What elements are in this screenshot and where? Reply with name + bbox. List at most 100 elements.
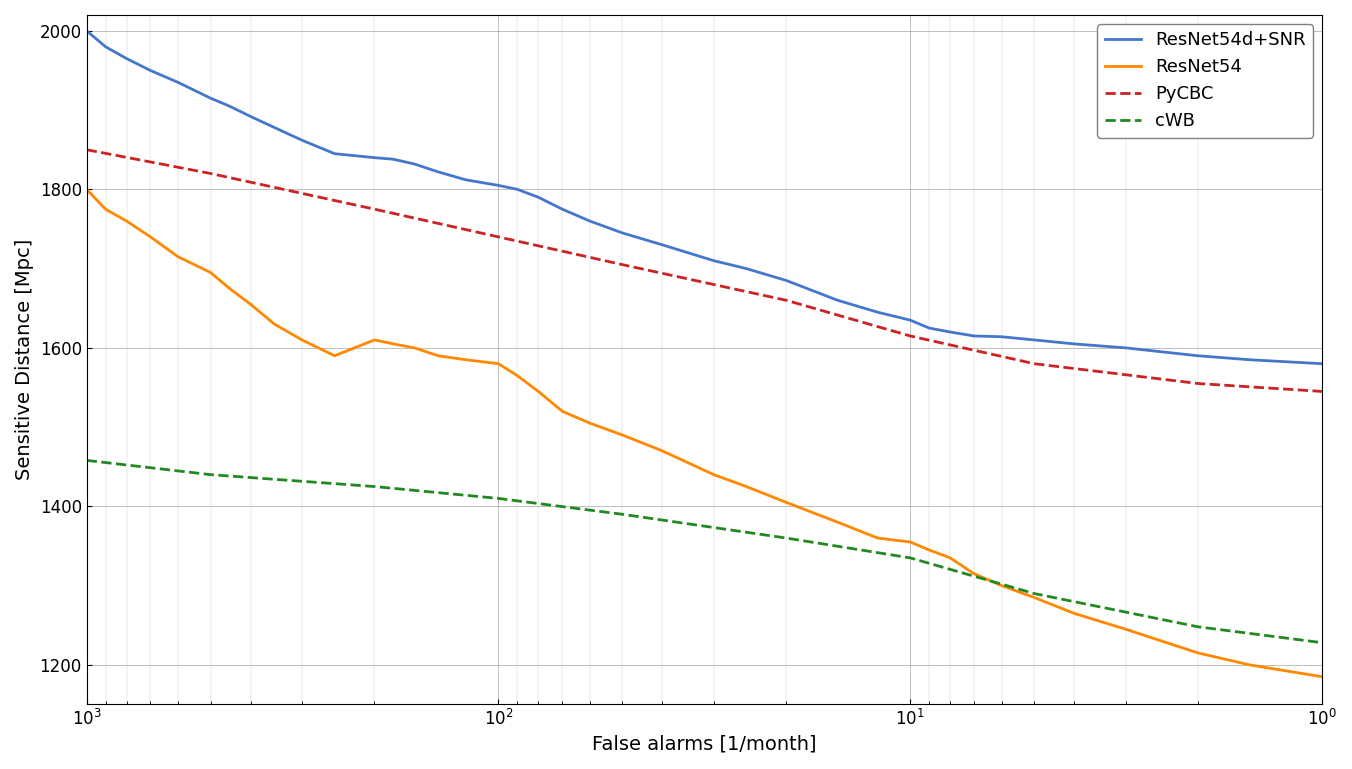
- ResNet54d+SNR: [830, 296, 846, 305]
- ResNet54: [779, 498, 795, 507]
- ResNet54d+SNR: [1065, 339, 1082, 348]
- ResNet54d+SNR: [458, 175, 475, 185]
- cWB: [779, 534, 795, 543]
- Line: cWB: cWB: [87, 461, 1322, 643]
- ResNet54d+SNR: [266, 123, 283, 132]
- ResNet54: [203, 268, 219, 277]
- Line: PyCBC: PyCBC: [87, 150, 1322, 391]
- PyCBC: [779, 296, 795, 305]
- PyCBC: [78, 145, 95, 155]
- ResNet54: [1065, 609, 1082, 618]
- ResNet54d+SNR: [706, 256, 722, 265]
- cWB: [1314, 638, 1330, 647]
- ResNet54d+SNR: [1026, 335, 1042, 345]
- ResNet54d+SNR: [614, 228, 630, 238]
- ResNet54d+SNR: [902, 315, 918, 325]
- ResNet54d+SNR: [654, 240, 671, 249]
- ResNet54d+SNR: [994, 332, 1010, 341]
- PyCBC: [491, 232, 507, 241]
- ResNet54d+SNR: [1118, 343, 1134, 352]
- ResNet54d+SNR: [78, 26, 95, 35]
- cWB: [203, 470, 219, 479]
- PyCBC: [1026, 359, 1042, 368]
- cWB: [1026, 589, 1042, 598]
- ResNet54: [1314, 672, 1330, 681]
- ResNet54: [1026, 593, 1042, 602]
- ResNet54: [869, 534, 886, 543]
- cWB: [1190, 622, 1206, 631]
- ResNet54d+SNR: [1241, 355, 1257, 365]
- Legend: ResNet54d+SNR, ResNet54, PyCBC, cWB: ResNet54d+SNR, ResNet54, PyCBC, cWB: [1098, 24, 1313, 138]
- ResNet54d+SNR: [965, 331, 982, 341]
- Y-axis label: Sensitive Distance [Mpc]: Sensitive Distance [Mpc]: [15, 239, 34, 481]
- ResNet54: [921, 545, 937, 554]
- cWB: [366, 482, 383, 491]
- PyCBC: [614, 260, 630, 269]
- ResNet54d+SNR: [430, 168, 446, 177]
- Line: ResNet54: ResNet54: [87, 189, 1322, 677]
- cWB: [902, 553, 918, 562]
- ResNet54: [530, 387, 546, 396]
- ResNet54: [1118, 624, 1134, 634]
- ResNet54: [430, 351, 446, 361]
- PyCBC: [366, 205, 383, 214]
- ResNet54d+SNR: [921, 324, 937, 333]
- ResNet54: [170, 252, 187, 261]
- ResNet54d+SNR: [581, 216, 598, 225]
- ResNet54d+SNR: [779, 276, 795, 285]
- ResNet54d+SNR: [385, 155, 402, 164]
- ResNet54d+SNR: [869, 308, 886, 317]
- ResNet54: [654, 446, 671, 455]
- ResNet54d+SNR: [1190, 351, 1206, 361]
- ResNet54: [458, 355, 475, 365]
- ResNet54d+SNR: [242, 112, 258, 121]
- ResNet54: [97, 205, 114, 214]
- ResNet54: [830, 518, 846, 527]
- ResNet54d+SNR: [942, 328, 959, 337]
- ResNet54: [266, 319, 283, 328]
- ResNet54d+SNR: [170, 78, 187, 87]
- ResNet54: [326, 351, 342, 361]
- ResNet54d+SNR: [326, 149, 342, 158]
- ResNet54d+SNR: [530, 193, 546, 202]
- ResNet54: [1241, 661, 1257, 670]
- ResNet54: [366, 335, 383, 345]
- PyCBC: [902, 331, 918, 341]
- PyCBC: [1314, 387, 1330, 396]
- ResNet54: [78, 185, 95, 194]
- ResNet54: [554, 407, 571, 416]
- ResNet54: [242, 300, 258, 309]
- X-axis label: False alarms [1/month]: False alarms [1/month]: [592, 735, 817, 754]
- ResNet54: [1190, 648, 1206, 657]
- ResNet54d+SNR: [1314, 359, 1330, 368]
- PyCBC: [1190, 379, 1206, 388]
- cWB: [78, 456, 95, 465]
- cWB: [614, 510, 630, 519]
- ResNet54: [738, 482, 754, 491]
- ResNet54: [293, 335, 310, 345]
- ResNet54: [407, 343, 423, 352]
- ResNet54: [510, 371, 526, 380]
- ResNet54d+SNR: [293, 135, 310, 145]
- ResNet54d+SNR: [222, 102, 238, 111]
- ResNet54: [614, 431, 630, 440]
- ResNet54d+SNR: [738, 264, 754, 273]
- ResNet54: [581, 418, 598, 428]
- ResNet54: [385, 339, 402, 348]
- ResNet54d+SNR: [97, 42, 114, 52]
- ResNet54d+SNR: [510, 185, 526, 194]
- ResNet54: [942, 553, 959, 562]
- Line: ResNet54d+SNR: ResNet54d+SNR: [87, 31, 1322, 364]
- ResNet54d+SNR: [366, 153, 383, 162]
- ResNet54: [902, 538, 918, 547]
- ResNet54: [142, 232, 158, 241]
- ResNet54: [119, 216, 135, 225]
- ResNet54d+SNR: [142, 66, 158, 75]
- cWB: [491, 494, 507, 503]
- ResNet54d+SNR: [407, 159, 423, 168]
- ResNet54d+SNR: [491, 181, 507, 190]
- ResNet54: [965, 569, 982, 578]
- ResNet54d+SNR: [554, 205, 571, 214]
- ResNet54d+SNR: [119, 54, 135, 63]
- ResNet54d+SNR: [203, 94, 219, 103]
